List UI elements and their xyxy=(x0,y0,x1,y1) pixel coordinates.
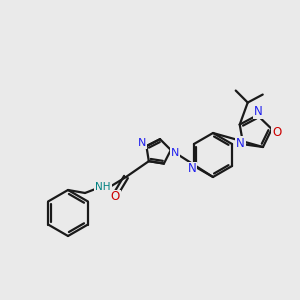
Text: N: N xyxy=(171,148,179,158)
Text: N: N xyxy=(188,163,196,176)
Text: O: O xyxy=(272,125,281,139)
Text: N: N xyxy=(138,138,147,148)
Text: N: N xyxy=(254,105,263,118)
Text: N: N xyxy=(236,137,244,150)
Text: NH: NH xyxy=(95,182,111,192)
Text: O: O xyxy=(110,190,120,203)
